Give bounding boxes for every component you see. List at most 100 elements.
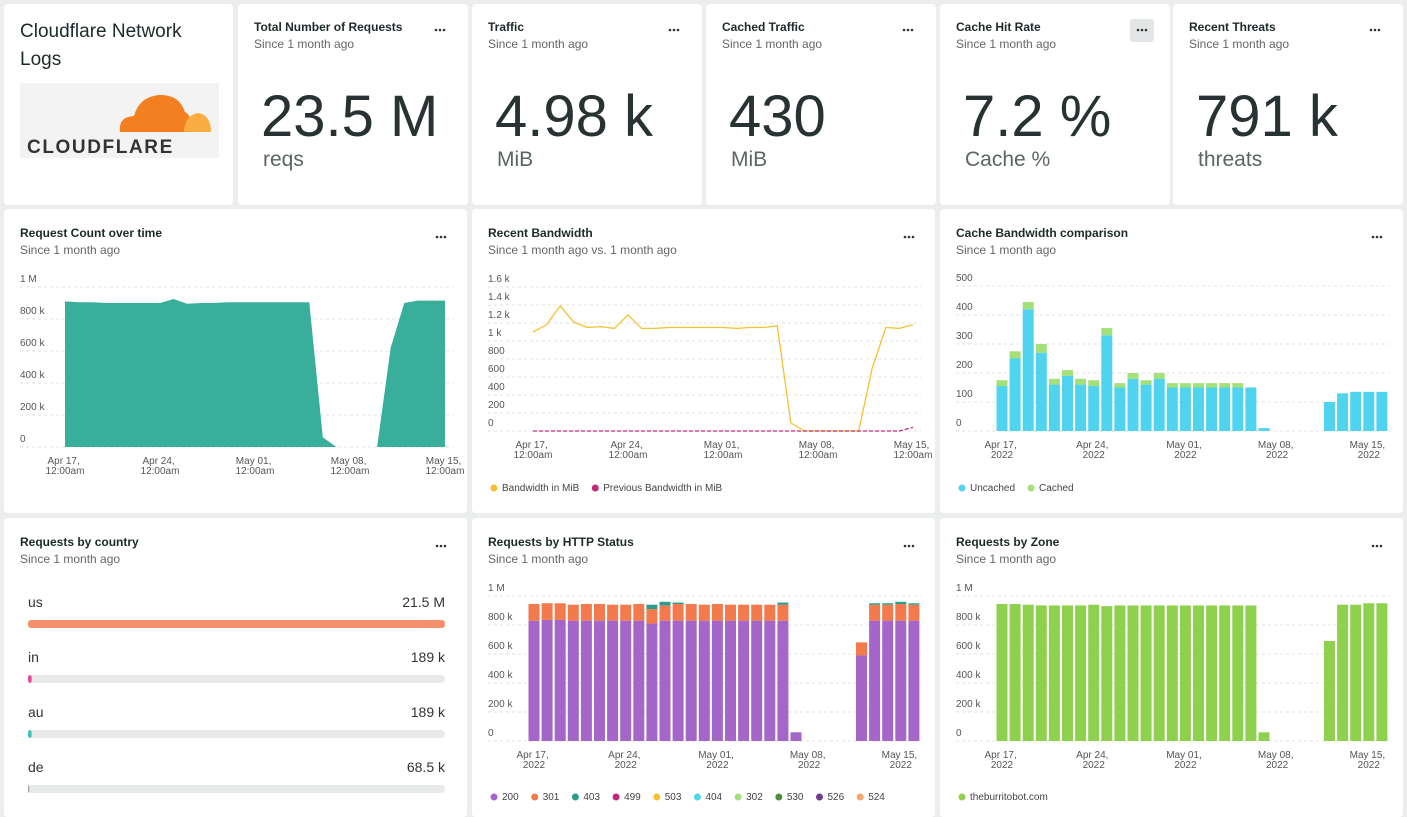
y-tick-label: 600 k [956, 641, 981, 652]
menu-dot[interactable] [1379, 544, 1383, 548]
bar [996, 603, 1008, 741]
menu-dot[interactable] [1375, 235, 1379, 239]
menu-dot[interactable] [911, 544, 915, 548]
bar [1088, 604, 1100, 741]
bar [1101, 328, 1113, 336]
logo-cloud [119, 94, 192, 132]
card [706, 4, 936, 205]
category-label: au [28, 704, 44, 720]
menu-dot[interactable] [910, 28, 914, 32]
menu-dot[interactable] [443, 235, 447, 239]
x-tick-label-line: 2022 [798, 760, 821, 771]
widget-title: Total Number of Requests [254, 20, 403, 34]
x-tick-label-line: 2022 [991, 450, 1014, 461]
x-tick-label-line: 12:00am [425, 466, 464, 477]
menu-dot[interactable] [438, 28, 442, 32]
bar [541, 603, 553, 620]
menu-dot[interactable] [443, 544, 447, 548]
y-tick-label: 0 [20, 434, 26, 445]
bar [1048, 384, 1060, 431]
menu-dot[interactable] [1375, 544, 1379, 548]
legend-label: Previous Bandwidth in MiB [603, 483, 722, 494]
x-tick-label-line: May 01, [704, 440, 742, 451]
menu-dot[interactable] [435, 235, 439, 239]
y-tick-label: 1.6 k [488, 274, 511, 285]
x-tick-label: Apr 17, 12:00am [46, 456, 85, 477]
bar [1009, 358, 1021, 431]
menu-dot[interactable] [906, 28, 910, 32]
menu-dot[interactable] [911, 235, 915, 239]
menu-dot[interactable] [1379, 235, 1383, 239]
x-tick-label: May 08, 2022 [1258, 750, 1296, 771]
x-tick-label-line: 12:00am [893, 450, 932, 461]
x-tick-label-line: Apr 24, [608, 750, 643, 761]
menu-dot[interactable] [907, 544, 911, 548]
menu-dot[interactable] [672, 28, 676, 32]
x-tick-label-line: 2022 [1174, 760, 1197, 771]
value-label: 21.5 M [402, 594, 445, 610]
y-tick-label: 1 M [20, 274, 37, 285]
menu-dot[interactable] [1140, 28, 1144, 32]
bar [633, 620, 645, 741]
menu-dot[interactable] [442, 28, 446, 32]
billboard-value: 7.2 % [963, 84, 1111, 149]
x-tick-label-line: May 08, [1258, 440, 1296, 451]
bar [1153, 373, 1165, 379]
bar [1232, 387, 1244, 431]
legend-label: Bandwidth in MiB [502, 483, 580, 494]
bar [1022, 309, 1034, 431]
x-tick-label: May 01, 2022 [1166, 750, 1204, 771]
menu-dot[interactable] [903, 235, 907, 239]
menu-dot[interactable] [434, 28, 438, 32]
bar [672, 602, 684, 604]
bar [594, 620, 605, 741]
bar [594, 603, 605, 621]
bar [882, 603, 894, 605]
card [4, 518, 467, 817]
x-tick-label-line: Apr 24, [1076, 440, 1111, 451]
menu-dot[interactable] [439, 235, 443, 239]
bar [1219, 605, 1231, 741]
menu-dot[interactable] [907, 235, 911, 239]
bar [28, 730, 32, 738]
menu-dot[interactable] [1371, 544, 1375, 548]
x-tick-label-line: May 01, [1166, 440, 1204, 451]
menu-dot[interactable] [902, 28, 906, 32]
y-tick-label: 500 [956, 273, 973, 284]
widget-subtitle: Since 1 month ago [20, 243, 120, 257]
bar [1363, 391, 1375, 431]
menu-dot[interactable] [1369, 28, 1373, 32]
menu-dot[interactable] [435, 544, 439, 548]
bar [1166, 383, 1178, 388]
bar [1206, 387, 1218, 431]
widget-title: Cached Traffic [722, 20, 805, 34]
x-tick-label-line: 2022 [991, 760, 1014, 771]
menu-dot[interactable] [668, 28, 672, 32]
menu-dot[interactable] [903, 544, 907, 548]
menu-dot[interactable] [1144, 28, 1148, 32]
legend-swatch [653, 793, 661, 801]
menu-dot[interactable] [439, 544, 443, 548]
x-tick-label: May 15, 2022 [882, 750, 920, 771]
bar [633, 603, 645, 621]
legend-label: Cached [1039, 483, 1073, 494]
legend-label: 526 [828, 792, 845, 803]
menu-dot[interactable] [1136, 28, 1140, 32]
bar [1179, 605, 1191, 741]
menu-dot[interactable] [1377, 28, 1381, 32]
x-tick-label: Apr 24, 12:00am [141, 456, 180, 477]
bar [28, 620, 445, 628]
legend-label: 524 [868, 792, 885, 803]
legend-swatch [531, 793, 539, 801]
y-tick-label: 400 k [956, 670, 981, 681]
menu-dot[interactable] [1373, 28, 1377, 32]
menu-dot[interactable] [676, 28, 680, 32]
x-tick-label-line: 2022 [1266, 450, 1289, 461]
card [238, 4, 468, 205]
x-tick-label-line: 2022 [1266, 760, 1289, 771]
y-tick-label: 200 [488, 400, 505, 411]
y-tick-label: 1.4 k [488, 292, 511, 303]
menu-dot[interactable] [1371, 235, 1375, 239]
bar [1337, 393, 1349, 431]
